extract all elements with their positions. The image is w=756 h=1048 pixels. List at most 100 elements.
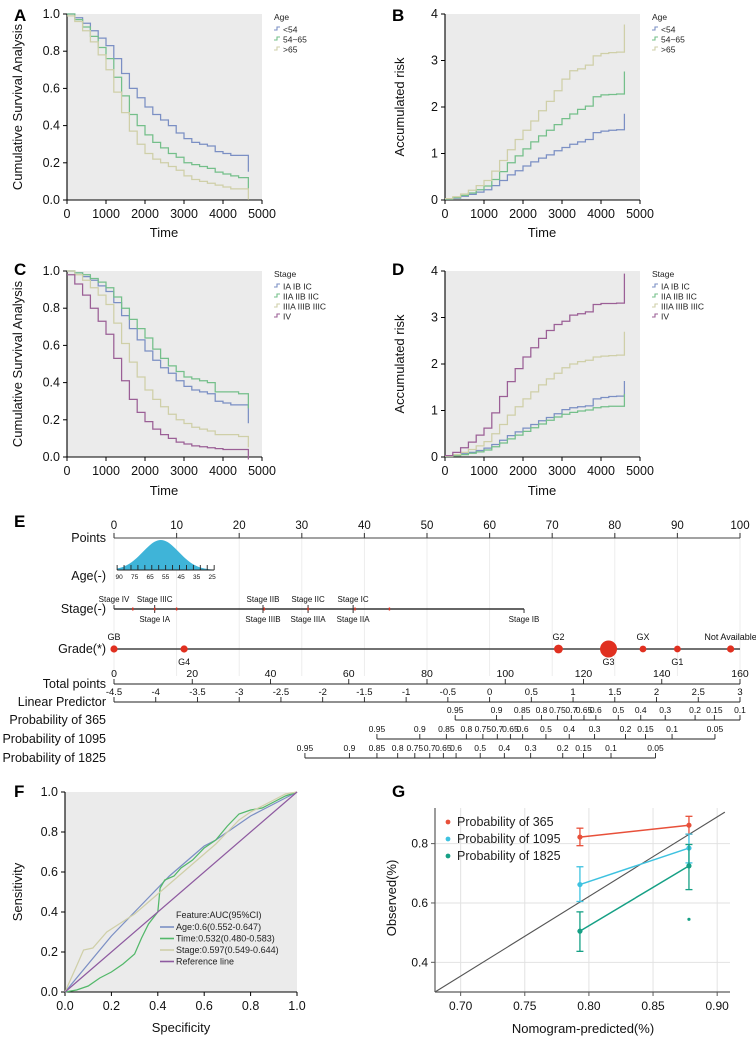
panel-b-letter: B: [392, 6, 405, 25]
panel-d-chart: 0 1 2 3 4 0 1000 2000 3000 4000 5000 Accumulated …: [392, 264, 704, 498]
svg-text:80: 80: [421, 668, 433, 680]
x-ticks-c: 0 1000 2000 3000 4000 5000: [64, 457, 276, 478]
svg-text:0.0: 0.0: [56, 999, 73, 1013]
svg-text:Stage: Stage: [274, 269, 296, 279]
svg-text:1: 1: [431, 147, 438, 161]
svg-text:Probability of 1095: Probability of 1095: [457, 832, 561, 846]
svg-text:IV: IV: [283, 312, 291, 322]
svg-text:90: 90: [671, 520, 684, 532]
svg-text:0.2: 0.2: [557, 743, 569, 753]
svg-text:50: 50: [421, 520, 434, 532]
legend-g: Probability of 365 Probability of 1095 Pro…: [445, 815, 561, 863]
svg-text:0.6: 0.6: [43, 338, 60, 352]
svg-text:Time:0.532(0.480-0.583): Time:0.532(0.480-0.583): [176, 934, 275, 944]
svg-text:0.2: 0.2: [620, 724, 632, 734]
svg-text:G1: G1: [671, 657, 683, 667]
svg-text:0.6: 0.6: [590, 705, 602, 715]
svg-text:54~65: 54~65: [661, 35, 685, 45]
svg-text:35: 35: [193, 574, 201, 581]
svg-text:90: 90: [116, 574, 124, 581]
svg-text:0.4: 0.4: [43, 376, 60, 390]
svg-text:140: 140: [653, 668, 671, 680]
panel-e-nomogram: Points Age(-) Stage(-) Grade(*) Total points…: [2, 520, 756, 765]
svg-text:0.8: 0.8: [43, 301, 60, 315]
svg-text:10: 10: [170, 520, 183, 532]
panel-b: B 0 1 2 3 4 0 1000 2000 3000 4000 5000 Accumulate…: [378, 0, 756, 250]
svg-text:0.90: 0.90: [705, 999, 729, 1013]
svg-text:60: 60: [343, 668, 355, 680]
y-ticks-d: 0 1 2 3 4: [431, 264, 445, 464]
svg-text:2: 2: [431, 357, 438, 371]
svg-text:IA IB IC: IA IB IC: [661, 282, 690, 292]
svg-text:60: 60: [483, 520, 496, 532]
svg-text:75: 75: [131, 574, 139, 581]
svg-text:GX: GX: [636, 632, 649, 642]
svg-text:0.75: 0.75: [549, 705, 566, 715]
x-axis-label-b: Time: [528, 225, 556, 240]
svg-text:Stage IIIC: Stage IIIC: [137, 595, 173, 604]
linear-predictor-axis: -4.5 -4 -3.5 -3 -2.5 -2 -1.5 -1 -0.5 0 0.5 1 1.5 2 2.5…: [106, 687, 743, 703]
svg-text:0.7: 0.7: [565, 705, 577, 715]
svg-text:0.0: 0.0: [43, 193, 60, 207]
svg-text:2000: 2000: [131, 464, 159, 478]
svg-text:55: 55: [162, 574, 170, 581]
svg-text:IV: IV: [661, 312, 669, 322]
svg-text:3000: 3000: [548, 207, 576, 221]
svg-text:1.0: 1.0: [288, 999, 305, 1013]
svg-text:0.6: 0.6: [43, 81, 60, 95]
svg-text:-0.5: -0.5: [440, 687, 456, 698]
panel-f-letter: F: [14, 782, 25, 801]
svg-text:0.2: 0.2: [43, 156, 60, 170]
svg-text:0.6: 0.6: [41, 865, 58, 879]
svg-text:Age: Age: [274, 12, 289, 22]
svg-text:160: 160: [731, 668, 749, 680]
plot-bg-d: [445, 271, 640, 457]
svg-text:0.4: 0.4: [635, 705, 647, 715]
svg-text:Stage IV: Stage IV: [99, 595, 130, 604]
risk-curves-b: [445, 24, 626, 200]
svg-text:0.8: 0.8: [43, 44, 60, 58]
svg-text:IA IB IC: IA IB IC: [283, 282, 312, 292]
svg-text:0.15: 0.15: [637, 724, 654, 734]
svg-text:4000: 4000: [587, 464, 615, 478]
svg-text:>65: >65: [283, 45, 298, 55]
y-ticks-g: 0.4 0.6 0.8: [411, 837, 435, 969]
svg-text:0.9: 0.9: [343, 743, 355, 753]
svg-text:0.9: 0.9: [491, 705, 503, 715]
svg-text:Probability of 1825: Probability of 1825: [2, 751, 106, 765]
svg-text:Grade(*): Grade(*): [58, 642, 106, 656]
svg-text:0.2: 0.2: [103, 999, 120, 1013]
probability-365-axis: 0.95 0.9 0.85 0.8 0.75 0.70.650.6 0.5 0.4 0.3 0.2…: [447, 705, 746, 721]
svg-text:Probability of 1825: Probability of 1825: [457, 849, 561, 863]
y-axis-label-b: Accumulated risk: [392, 57, 407, 156]
panel-f-chart: 0.0 0.2 0.4 0.6 0.8 1.0 0.0 0.2 0.4 0.6 0.8 1.0 Se…: [10, 785, 306, 1035]
svg-text:Stage IIA: Stage IIA: [337, 615, 371, 624]
svg-text:0.6: 0.6: [450, 743, 462, 753]
svg-text:Stage IC: Stage IC: [338, 595, 369, 604]
svg-text:70: 70: [546, 520, 559, 532]
nomogram-gridlines: [113, 530, 741, 676]
svg-text:4000: 4000: [209, 464, 237, 478]
x-ticks-b: 0 1000 2000 3000 4000 5000: [442, 200, 654, 221]
svg-text:3: 3: [737, 687, 742, 698]
svg-text:0.85: 0.85: [369, 743, 386, 753]
svg-text:-1.5: -1.5: [356, 687, 372, 698]
y-ticks-c: 0.0 0.2 0.4 0.6 0.8 1.0: [43, 264, 67, 464]
panel-e-letter: E: [14, 512, 26, 531]
svg-text:0.2: 0.2: [43, 413, 60, 427]
x-ticks-d: 0 1000 2000 3000 4000 5000: [442, 457, 654, 478]
calibration-series-g: [434, 811, 726, 993]
svg-text:0.15: 0.15: [575, 743, 592, 753]
roc-curves-f: [64, 791, 298, 993]
svg-text:0: 0: [442, 464, 449, 478]
svg-text:Age(-): Age(-): [71, 569, 106, 583]
svg-text:0.95: 0.95: [297, 743, 314, 753]
y-ticks-a: 0.0 0.2 0.4 0.6 0.8 1.0: [43, 7, 67, 207]
svg-text:5000: 5000: [248, 207, 276, 221]
svg-text:0.5: 0.5: [540, 724, 552, 734]
svg-text:0.05: 0.05: [707, 724, 724, 734]
svg-text:0.1: 0.1: [666, 724, 678, 734]
svg-text:0: 0: [431, 193, 438, 207]
